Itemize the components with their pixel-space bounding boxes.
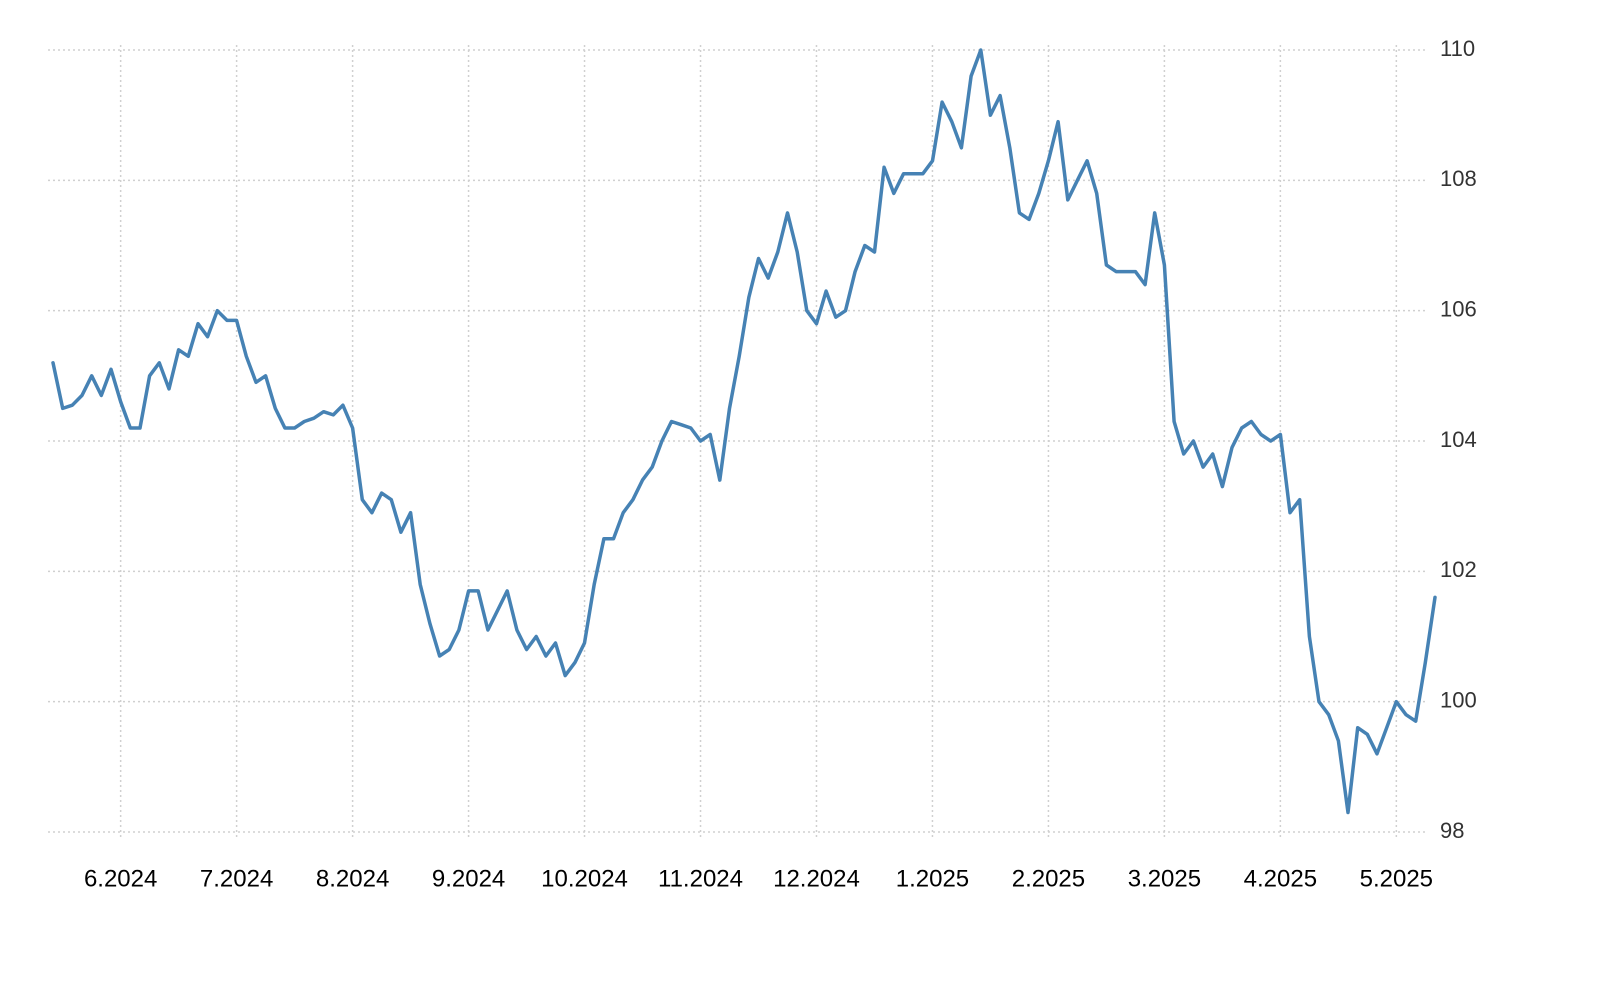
y-tick-label: 98 (1440, 818, 1464, 843)
x-tick-label: 11.2024 (658, 865, 743, 892)
x-tick-label: 10.2024 (541, 865, 628, 892)
x-tick-label: 1.2025 (896, 865, 969, 892)
x-tick-label: 12.2024 (773, 865, 860, 892)
y-tick-label: 110 (1440, 36, 1475, 61)
y-tick-label: 106 (1440, 296, 1477, 321)
x-tick-label: 6.2024 (84, 865, 157, 892)
x-tick-label: 4.2025 (1244, 865, 1317, 892)
y-tick-label: 100 (1440, 687, 1477, 712)
y-tick-label: 108 (1440, 166, 1477, 191)
y-tick-label: 104 (1440, 427, 1477, 452)
line-series (51, 48, 1437, 815)
x-tick-label: 2.2025 (1012, 865, 1085, 892)
y-tick-label: 102 (1440, 557, 1477, 582)
x-tick-label: 7.2024 (200, 865, 273, 892)
x-tick-label: 5.2025 (1360, 865, 1433, 892)
x-tick-label: 3.2025 (1128, 865, 1201, 892)
x-tick-label: 8.2024 (316, 865, 389, 892)
x-tick-label: 9.2024 (432, 865, 505, 892)
